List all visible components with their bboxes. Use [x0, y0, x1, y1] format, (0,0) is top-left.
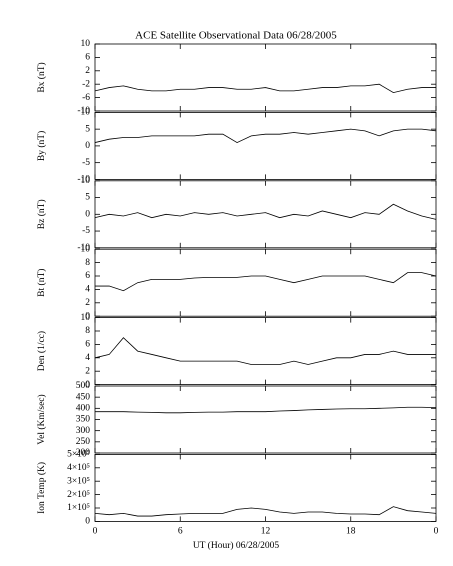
x-tick-label: 6: [178, 527, 183, 537]
y-tick-label: 6: [85, 340, 90, 350]
y-tick-label: 10: [81, 39, 91, 49]
data-line: [94, 128, 437, 144]
data-line: [94, 203, 437, 220]
y-tick-label: 6: [85, 271, 90, 281]
y-axis-label: By (nT): [36, 131, 47, 161]
y-tick-label: 300: [76, 426, 91, 436]
data-line: [94, 83, 436, 94]
y-tick-label: -5: [82, 158, 90, 168]
y-tick-label: 5: [85, 124, 90, 134]
y-tick-label: 500: [76, 381, 91, 391]
y-tick-label: 5: [85, 193, 90, 203]
y-tick-label: 4: [85, 285, 90, 295]
x-tick-label: 18: [346, 527, 356, 537]
y-axis-label: Ion Temp (K): [36, 462, 47, 514]
y-tick-label: 10: [81, 244, 91, 254]
y-tick-label: 0: [85, 311, 90, 321]
y-tick-label: 3×10⁵: [67, 476, 90, 486]
y-tick-label: 2: [85, 366, 90, 376]
x-tick-label: 12: [261, 527, 271, 537]
x-tick-label: 0: [93, 527, 98, 537]
y-tick-label: 2×10⁵: [67, 490, 90, 500]
data-line: [94, 506, 437, 517]
data-line: [95, 272, 437, 292]
y-tick-label: -6: [82, 93, 90, 103]
y-tick-label: 2: [85, 66, 90, 76]
y-tick-label: 250: [76, 437, 91, 447]
y-tick-label: 10: [81, 313, 91, 323]
y-tick-label: -5: [82, 226, 90, 236]
y-tick-label: 1×10⁵: [67, 503, 90, 513]
y-axis-label: Vel (Km/sec): [36, 394, 47, 444]
x-tick-label: 0: [434, 527, 439, 537]
y-tick-label: 4×10⁵: [67, 463, 90, 473]
x-axis-label: UT (Hour) 06/28/2005: [193, 540, 280, 551]
y-tick-label: 8: [85, 258, 90, 268]
y-tick-label: -10: [77, 243, 90, 253]
y-tick-label: 10: [81, 108, 91, 118]
y-tick-label: 10: [81, 176, 91, 186]
y-tick-label: 0: [85, 380, 90, 390]
y-tick-label: 350: [76, 415, 91, 425]
y-tick-label: 4: [85, 353, 90, 363]
y-tick-label: 2: [85, 298, 90, 308]
y-tick-label: -2: [82, 79, 90, 89]
y-tick-label: 200: [76, 448, 91, 458]
y-tick-label: 450: [76, 392, 91, 402]
y-tick-label: 0: [85, 209, 90, 219]
data-line: [94, 337, 436, 365]
y-axis-label: Bz (nT): [36, 199, 47, 229]
y-tick-label: 6: [85, 53, 90, 63]
data-line: [95, 406, 437, 414]
y-tick-label: 400: [76, 404, 91, 414]
y-tick-label: -10: [77, 106, 90, 116]
y-tick-label: 0: [85, 517, 90, 527]
y-tick-label: 0: [85, 141, 90, 151]
y-tick-label: 8: [85, 326, 90, 336]
y-tick-label: 5×10⁵: [67, 450, 90, 460]
y-axis-label: Den (1/cc): [36, 331, 47, 371]
y-axis-label: Bt (nT): [36, 269, 47, 297]
y-axis-label: Bx (nT): [36, 62, 47, 92]
chart-title: ACE Satellite Observational Data 06/28/2…: [135, 30, 337, 42]
y-tick-label: -10: [77, 175, 90, 185]
